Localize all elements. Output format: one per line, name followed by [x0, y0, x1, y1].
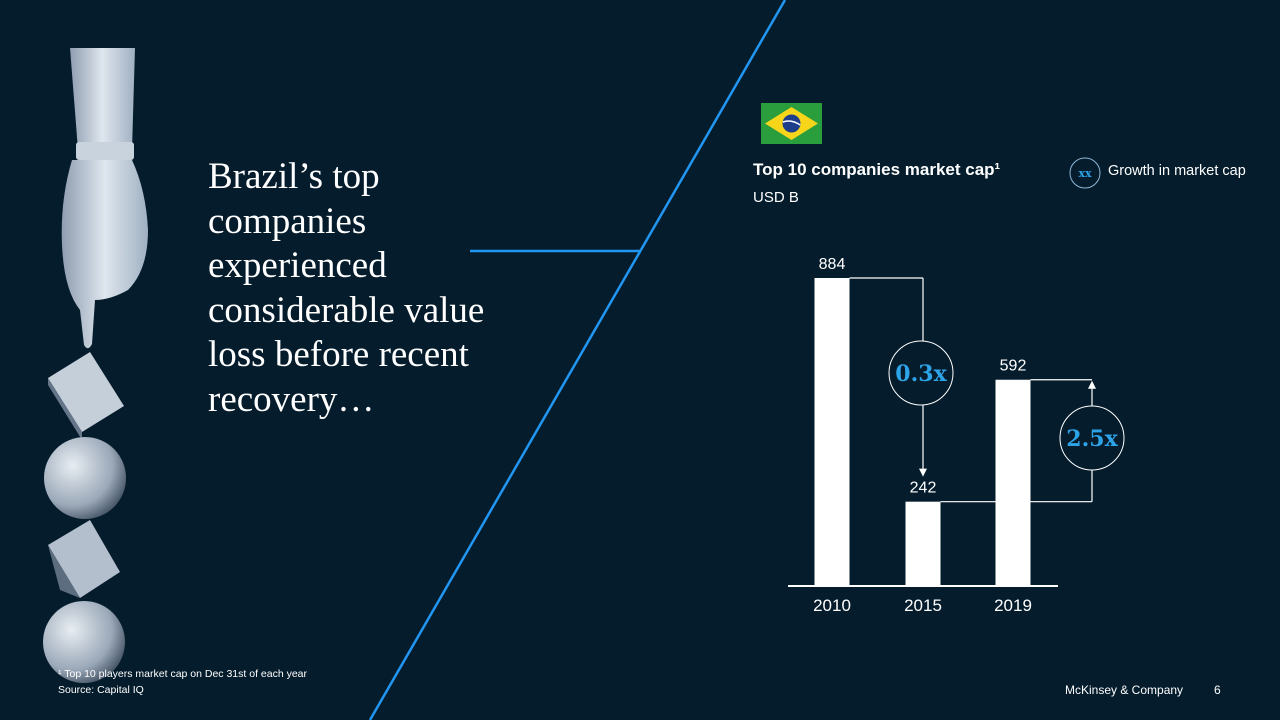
growth-label-2015-2019: 2.5x	[1066, 426, 1118, 452]
source-note: Source: Capital IQ	[58, 684, 144, 696]
category-label-2015: 2015	[904, 596, 942, 615]
wooden-sphere-bottom	[43, 601, 125, 683]
bar-2015	[905, 501, 941, 586]
value-label-2019: 592	[1000, 358, 1027, 375]
legend-label: Growth in market cap	[1108, 163, 1246, 179]
legend-symbol: xx	[1069, 157, 1101, 189]
page-number: 6	[1214, 683, 1221, 697]
growth-circle-2010-2015	[888, 340, 954, 406]
growth-label-2010-2015: 0.3x	[895, 361, 947, 387]
bar-2010	[814, 278, 850, 586]
slide-title: Brazil’s top companies experienced consi…	[208, 156, 485, 420]
value-label-2010: 884	[819, 256, 846, 273]
arrow-up-head	[1088, 380, 1096, 389]
category-label-2019: 2019	[994, 596, 1032, 615]
market-cap-bar-chart: 884 2010 242 2015 592 2019 0.3x 2.5x	[788, 256, 1125, 615]
chart-unit: USD B	[753, 189, 799, 206]
brand-name: McKinsey & Company	[1065, 683, 1184, 697]
category-label-2010: 2010	[813, 596, 851, 615]
chart-title: Top 10 companies market cap¹	[753, 160, 1001, 179]
footnote: ¹ Top 10 players market cap on Dec 31st …	[58, 668, 308, 680]
growth-circle-2015-2019	[1059, 405, 1125, 471]
wooden-cube-top	[48, 352, 124, 440]
wooden-cube-bottom	[48, 520, 120, 598]
arrow-down-head	[919, 468, 927, 477]
legend-symbol-text: xx	[1078, 167, 1092, 180]
wooden-sphere-top	[44, 437, 126, 519]
bar-2019	[995, 379, 1031, 586]
diagonal-divider-line	[368, 0, 787, 720]
wooden-hand-illustration	[61, 48, 148, 349]
brazil-flag-icon	[761, 103, 822, 144]
value-label-2015: 242	[910, 480, 937, 497]
